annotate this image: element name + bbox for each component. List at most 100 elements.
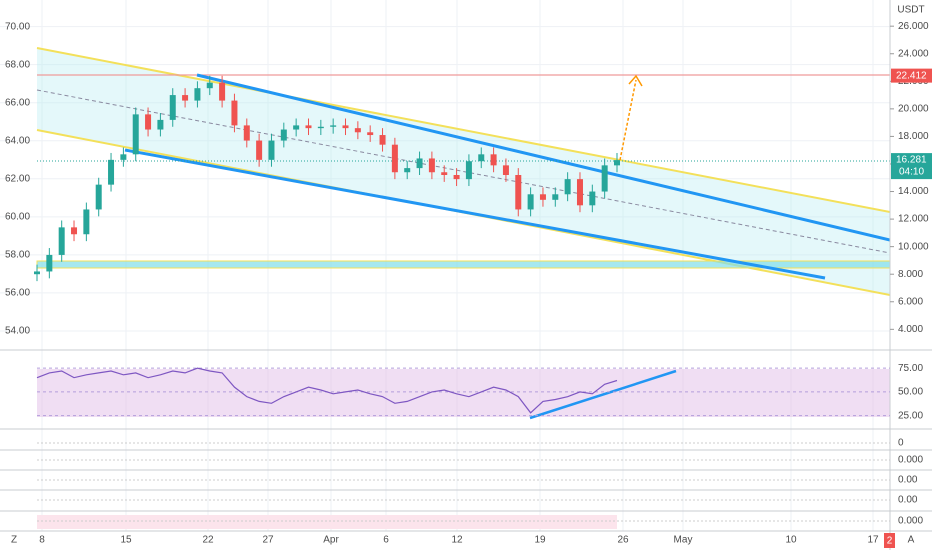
- candle-body: [552, 194, 559, 200]
- candle-body: [589, 191, 596, 206]
- countdown: 04:10: [899, 167, 924, 178]
- left-tick-label: 54.00: [5, 326, 30, 337]
- candle-body: [169, 95, 176, 120]
- right-tick-label: 20.000: [898, 103, 929, 114]
- badge-box: [884, 533, 895, 548]
- right-tick-label: 10.000: [898, 241, 929, 252]
- osc-band: [37, 515, 617, 529]
- candle-body: [268, 140, 275, 160]
- candle-body: [330, 125, 337, 127]
- right-tick-label: 6.000: [898, 296, 923, 307]
- candle-body: [416, 158, 423, 169]
- candle-body: [354, 128, 361, 133]
- left-tick-label: 64.00: [5, 135, 30, 146]
- pane-label: 0.00: [898, 495, 918, 506]
- right-tick-label: 14.000: [898, 186, 929, 197]
- x-tick-label: 27: [262, 535, 274, 546]
- candle-body: [576, 179, 583, 206]
- candle-body: [95, 184, 102, 210]
- candle-body: [182, 95, 189, 101]
- candle-body: [564, 179, 571, 195]
- candle-body: [428, 158, 435, 173]
- candle-body: [515, 175, 522, 210]
- candle-body: [453, 175, 460, 180]
- x-tick-label: 12: [451, 535, 463, 546]
- candle-body: [490, 154, 497, 166]
- candle-body: [342, 125, 349, 129]
- candle-body: [293, 125, 300, 130]
- right-tick-label: 12.000: [898, 214, 929, 225]
- candle-body: [206, 82, 213, 89]
- candle-body: [108, 159, 115, 185]
- candle-body: [34, 271, 40, 275]
- x-tick-label: 17: [867, 535, 879, 546]
- x-tick-label: May: [674, 535, 693, 546]
- rsi-trendline: [529, 369, 677, 420]
- level-label: 22.412: [896, 70, 927, 81]
- left-tick-label: 56.00: [5, 288, 30, 299]
- candle-body: [441, 172, 448, 175]
- rsi-band: [37, 369, 890, 417]
- level-box: [891, 68, 932, 83]
- candle-body: [58, 227, 65, 255]
- candle-body: [391, 144, 398, 173]
- candle-body: [478, 154, 485, 162]
- candle-body: [71, 227, 78, 235]
- candle-body: [502, 165, 509, 175]
- candle-body: [46, 254, 53, 272]
- right-tick-label: 8.000: [898, 269, 923, 280]
- candle-body: [465, 161, 472, 180]
- corner-left[interactable]: Z: [11, 535, 17, 546]
- trendline-lower: [124, 148, 826, 280]
- candle-body: [219, 82, 226, 101]
- rsi-line: [36, 367, 618, 414]
- rsi-tick-label: 75.00: [898, 363, 923, 374]
- corner-right[interactable]: A: [908, 535, 915, 546]
- rsi-tick-label: 25.00: [898, 410, 923, 421]
- currency-label: USDT: [897, 5, 924, 16]
- candle-body: [404, 168, 411, 173]
- candle-body: [231, 100, 238, 126]
- right-tick-label: 24.000: [898, 48, 929, 59]
- left-tick-label: 60.00: [5, 211, 30, 222]
- channel-mid: [36, 89, 891, 254]
- x-tick-label: 26: [617, 535, 629, 546]
- candle-body: [527, 194, 534, 210]
- x-tick-label: Apr: [323, 535, 339, 546]
- rsi-tick-label: 50.00: [898, 387, 923, 398]
- left-tick-label: 58.00: [5, 250, 30, 261]
- right-tick-label: 4.000: [898, 324, 923, 335]
- candle-body: [145, 114, 152, 130]
- candle-body: [157, 119, 164, 130]
- candle-body: [256, 140, 263, 160]
- candle-body: [132, 114, 139, 155]
- candle-body: [379, 135, 386, 145]
- left-tick-label: 62.00: [5, 173, 30, 184]
- candle-body: [120, 154, 127, 160]
- badge: 2: [887, 536, 893, 547]
- left-tick-label: 68.00: [5, 59, 30, 70]
- candle-body: [280, 129, 287, 141]
- last-price-label: 16.281: [896, 155, 927, 166]
- target-arrow: [619, 79, 637, 161]
- candle-body: [305, 125, 312, 129]
- last-price-box: [891, 153, 932, 180]
- candle-body: [194, 88, 201, 101]
- target-arrow-head: [628, 74, 643, 87]
- right-tick-label: 18.000: [898, 131, 929, 142]
- x-tick-label: 6: [383, 535, 389, 546]
- pane-label: 0.000: [898, 455, 923, 466]
- x-tick-label: 10: [785, 535, 797, 546]
- x-tick-label: 15: [120, 535, 132, 546]
- pane-label: 0: [898, 438, 904, 449]
- x-tick-label: 19: [534, 535, 546, 546]
- candle-body: [243, 125, 250, 141]
- pane-label: 0.00: [898, 475, 918, 486]
- x-tick-label: 22: [202, 535, 214, 546]
- left-tick-label: 66.00: [5, 97, 30, 108]
- trendline-upper: [196, 73, 891, 242]
- candle-body: [601, 165, 608, 192]
- candle-body: [367, 132, 374, 136]
